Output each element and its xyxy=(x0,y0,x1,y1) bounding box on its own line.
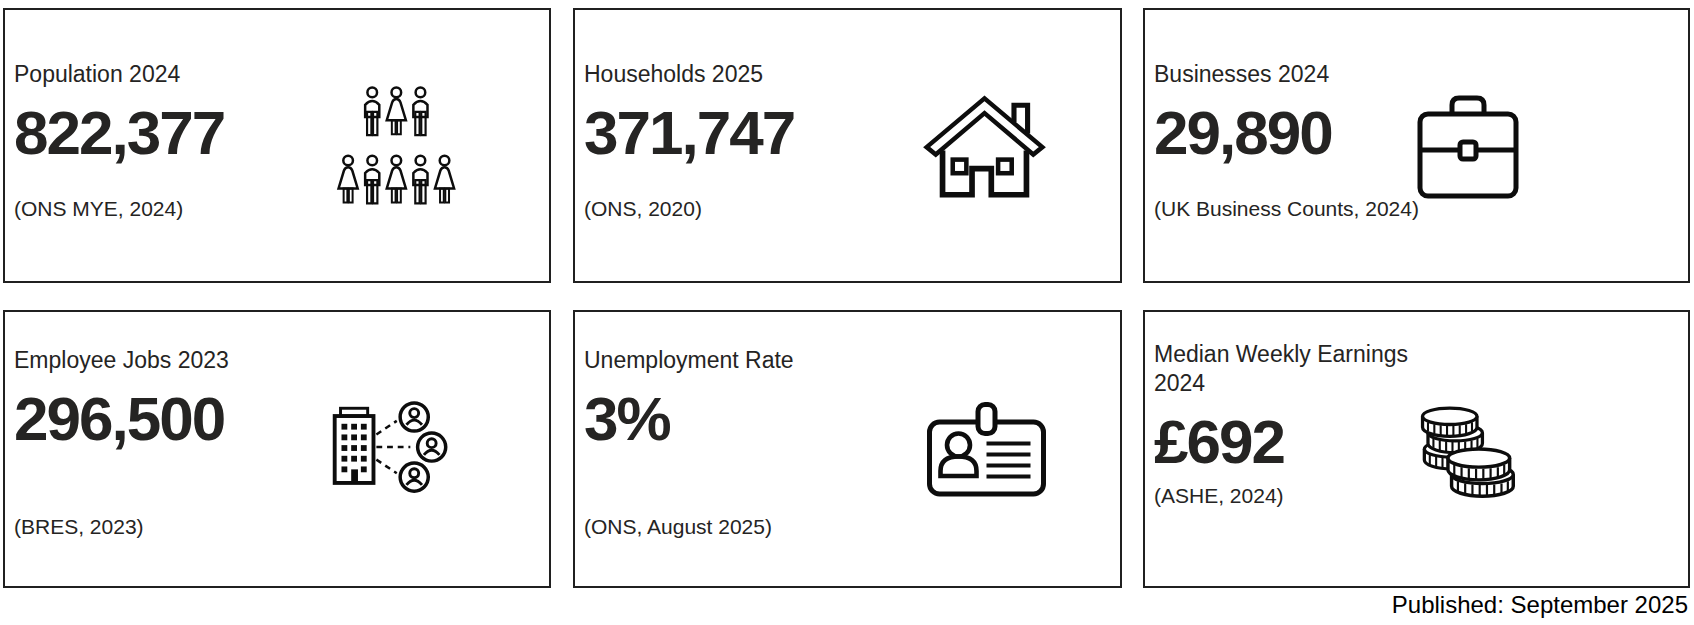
stat-card-employee-jobs[interactable]: Employee Jobs 2023 296,500 (BRES, 2023) xyxy=(3,310,551,588)
card-title: Businesses 2024 xyxy=(1154,60,1419,89)
card-content: Unemployment Rate 3% (ONS, August 2025) xyxy=(584,346,794,539)
card-title: Population 2024 xyxy=(14,60,224,89)
card-title: Employee Jobs 2023 xyxy=(14,346,229,375)
dashboard: Population 2024 822,377 (ONS MYE, 2024) xyxy=(0,0,1694,625)
coins-icon xyxy=(1418,398,1516,500)
card-value: 822,377 xyxy=(14,99,224,167)
card-title: Median Weekly Earnings 2024 xyxy=(1154,340,1444,398)
house-icon xyxy=(921,89,1048,203)
card-content: Businesses 2024 29,890 (UK Business Coun… xyxy=(1154,60,1419,221)
building-network-icon xyxy=(325,396,453,503)
card-value: 3% xyxy=(584,385,794,453)
stat-card-unemployment[interactable]: Unemployment Rate 3% (ONS, August 2025) xyxy=(573,310,1122,588)
card-source: (UK Business Counts, 2024) xyxy=(1154,197,1419,221)
card-source: (BRES, 2023) xyxy=(14,515,229,539)
card-value: 296,500 xyxy=(14,385,229,453)
id-badge-icon xyxy=(925,399,1048,499)
published-label: Published: xyxy=(1392,591,1504,618)
published-date: Published: September 2025 xyxy=(1392,591,1688,619)
card-title: Households 2025 xyxy=(584,60,794,89)
card-value: £692 xyxy=(1154,408,1444,476)
card-source: (ONS, August 2025) xyxy=(584,515,794,539)
card-source: (ASHE, 2024) xyxy=(1154,484,1444,508)
card-content: Households 2025 371,747 (ONS, 2020) xyxy=(584,60,794,221)
stat-card-households[interactable]: Households 2025 371,747 (ONS, 2020) xyxy=(573,8,1122,283)
card-value: 371,747 xyxy=(584,99,794,167)
card-title: Unemployment Rate xyxy=(584,346,794,375)
stat-card-businesses[interactable]: Businesses 2024 29,890 (UK Business Coun… xyxy=(1143,8,1690,283)
briefcase-icon xyxy=(1416,92,1520,200)
card-source: (ONS MYE, 2024) xyxy=(14,197,224,221)
card-source: (ONS, 2020) xyxy=(584,197,794,221)
stat-card-population[interactable]: Population 2024 822,377 (ONS MYE, 2024) xyxy=(3,8,551,283)
card-content: Employee Jobs 2023 296,500 (BRES, 2023) xyxy=(14,346,229,539)
card-content: Median Weekly Earnings 2024 £692 (ASHE, … xyxy=(1154,340,1444,508)
published-value: September 2025 xyxy=(1511,591,1688,618)
people-group-icon xyxy=(329,80,457,212)
card-value: 29,890 xyxy=(1154,99,1419,167)
card-content: Population 2024 822,377 (ONS MYE, 2024) xyxy=(14,60,224,221)
stat-card-earnings[interactable]: Median Weekly Earnings 2024 £692 (ASHE, … xyxy=(1143,310,1690,588)
